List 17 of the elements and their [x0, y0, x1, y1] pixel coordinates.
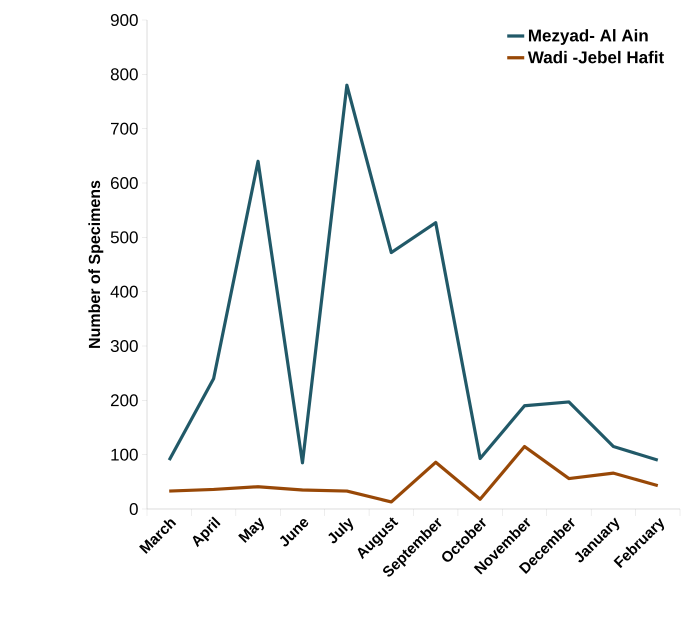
y-tick-label: 500 — [110, 231, 138, 244]
y-tick-label: 100 — [111, 448, 138, 461]
legend-label: Mezyad- Al Ain — [528, 29, 648, 45]
y-tick-label: 700 — [110, 122, 138, 135]
y-tick-label: 200 — [110, 394, 138, 406]
y-tick-label: 0 — [130, 502, 138, 516]
y-tick-label: 900 — [110, 14, 138, 26]
x-tick-label: May — [238, 517, 264, 543]
line-series — [168, 84, 660, 464]
y-tick-label: 600 — [110, 176, 138, 190]
y-tick-label: 800 — [110, 68, 138, 80]
y-tick-label: 400 — [110, 286, 138, 298]
legend-label: Wadi -Jebel Hafit — [528, 50, 664, 64]
y-tick-label: 300 — [110, 340, 138, 352]
line-series — [168, 444, 660, 504]
x-tick-label: July — [328, 518, 354, 544]
y-axis-title: Number of Specimens — [88, 180, 104, 348]
